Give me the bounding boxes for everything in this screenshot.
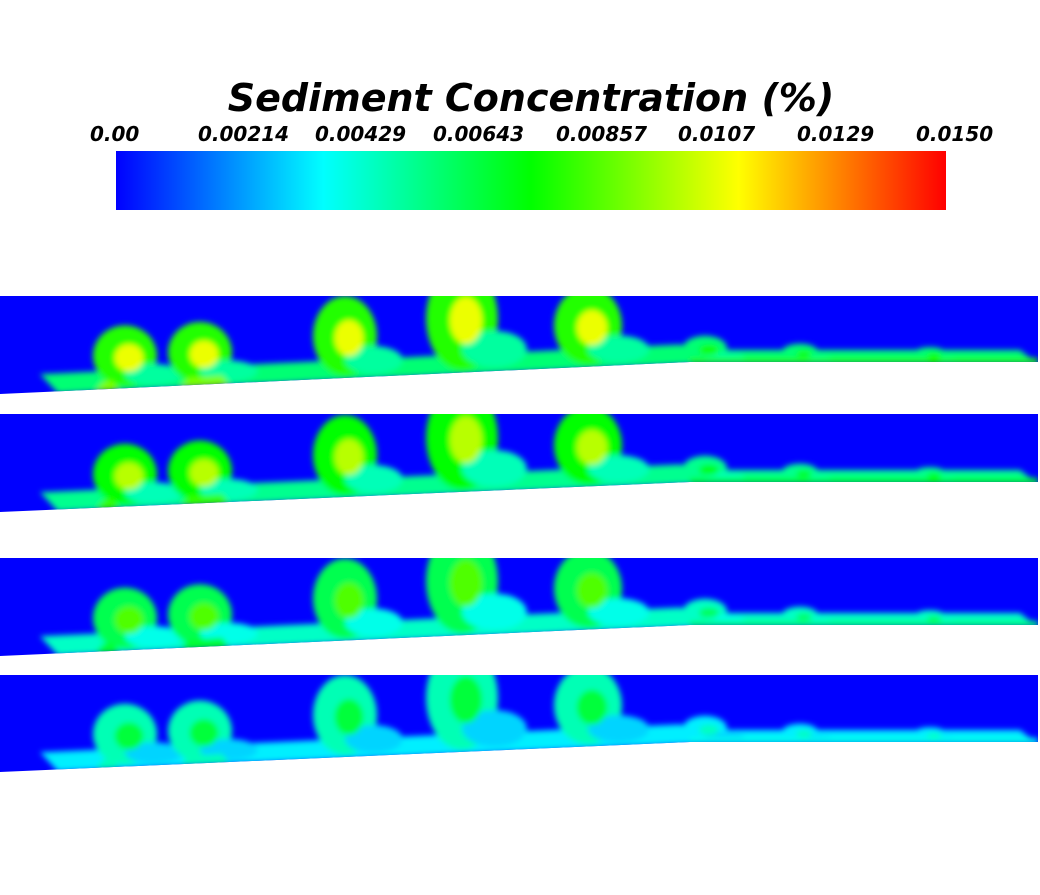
bed-band — [690, 478, 1038, 484]
colorbar-tick-label: 0.0150 — [916, 122, 994, 146]
billow-tail — [345, 608, 403, 637]
billow-tail — [345, 725, 403, 753]
billow-core — [576, 429, 608, 465]
billow-tail — [588, 715, 650, 743]
billow-core — [449, 676, 483, 724]
concentration-panel — [0, 558, 1038, 656]
billow-core — [189, 602, 219, 631]
billow-core — [576, 689, 608, 725]
bed-band — [690, 621, 1038, 627]
colorbar-tick-label: 0.00429 — [315, 122, 407, 146]
billow-core — [334, 582, 364, 619]
billow-core — [795, 730, 813, 738]
billow-core — [114, 344, 144, 372]
billow-core — [189, 459, 219, 487]
billow-core — [699, 464, 719, 476]
billow-core — [795, 350, 813, 358]
billow-tail — [125, 742, 183, 764]
billow-tail — [125, 626, 183, 648]
billow-core — [699, 724, 719, 736]
billow-core — [795, 470, 813, 478]
bed-band — [690, 358, 1038, 364]
billow-tail — [125, 482, 183, 504]
colorbar-tick-label: 0.00214 — [198, 122, 290, 146]
colorbar — [116, 151, 946, 210]
billow-core — [576, 572, 608, 609]
concentration-panel — [0, 414, 1038, 512]
billow-tail — [462, 710, 527, 747]
billow-core — [114, 606, 144, 634]
bed-band — [690, 738, 1038, 744]
billow-tail — [462, 450, 527, 487]
colorbar-tick-label: 0.00857 — [556, 122, 648, 146]
billow-core — [926, 615, 942, 622]
billow-tail — [125, 363, 183, 386]
billow-core — [189, 340, 219, 369]
billow-core — [114, 722, 144, 750]
billow-core — [926, 732, 942, 739]
colorbar-tick-labels: 0.00 0.00214 0.00429 0.00643 0.00857 0.0… — [0, 122, 1040, 146]
colorbar-tick-label: 0.00643 — [433, 122, 525, 146]
billow-core — [449, 559, 483, 607]
billow-core — [334, 439, 364, 475]
billow-core — [449, 416, 483, 464]
billow-tail — [462, 593, 527, 631]
colorbar-gradient — [116, 151, 946, 210]
billow-core — [189, 719, 219, 747]
billow-core — [334, 699, 364, 735]
billow-core — [926, 352, 942, 359]
billow-core — [795, 613, 813, 621]
billow-tail — [588, 455, 650, 483]
billow-core — [449, 296, 483, 344]
billow-core — [576, 310, 608, 346]
concentration-panel — [0, 675, 1038, 772]
billow-core — [114, 462, 144, 490]
concentration-panel — [0, 296, 1038, 394]
billow-core — [699, 607, 719, 619]
colorbar-tick-label: 0.0107 — [678, 122, 756, 146]
colorbar-tick-label: 0.00 — [90, 122, 140, 146]
colorbar-tick-label: 0.0129 — [797, 122, 875, 146]
billow-core — [926, 472, 942, 479]
billow-tail — [462, 330, 527, 368]
billow-tail — [345, 346, 403, 374]
colorbar-title: Sediment Concentration (%) — [227, 76, 835, 120]
billow-core — [699, 344, 719, 356]
billow-tail — [345, 465, 403, 493]
billow-tail — [588, 598, 650, 626]
billow-tail — [588, 335, 650, 363]
billow-core — [334, 320, 364, 356]
